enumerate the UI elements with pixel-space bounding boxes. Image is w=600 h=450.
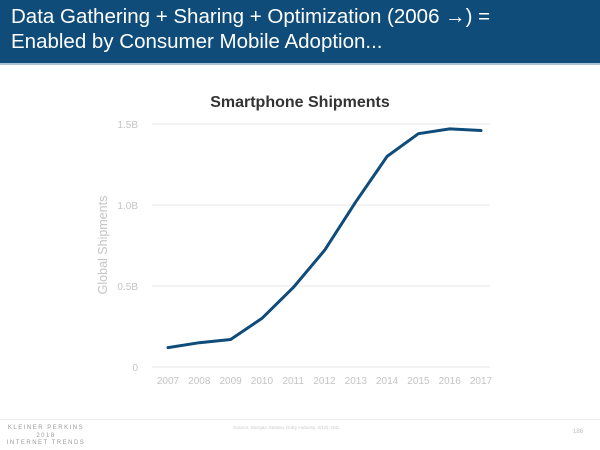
x-tick-label: 2010 (251, 376, 274, 387)
slide-title-line-2: Enabled by Consumer Mobile Adoption... (11, 30, 383, 53)
series-layer (166, 127, 483, 350)
x-tick-label: 2015 (407, 376, 430, 387)
kpcb-logo: KLEINER PERKINS 2018 INTERNET TRENDS (6, 425, 86, 448)
logo-line-2: 2018 (36, 432, 56, 439)
y-tick-label: 0 (132, 363, 138, 374)
logo-line-1: KLEINER PERKINS (7, 425, 85, 431)
x-tick-label: 2013 (345, 376, 368, 387)
x-tick-label: 2011 (282, 376, 304, 387)
series-line-smartphone-shipments (166, 127, 483, 350)
slide-title-line-1: Data Gathering + Sharing + Optimization … (11, 5, 491, 28)
x-tick-labels: 2007 2008 2009 2010 2011 2012 2013 2014 2015 2016… (157, 376, 493, 387)
smartphone-shipments-chart: Smartphone Shipments Global Shipments 00… (96, 94, 493, 387)
logo-line-3: INTERNET TRENDS (6, 440, 86, 446)
footer-divider (0, 419, 600, 420)
x-tick-label: 2008 (188, 376, 211, 387)
x-tick-label: 2016 (439, 376, 462, 387)
source-note: Source: Morgan Stanley (Katy Huberty, 3/… (233, 426, 341, 431)
y-tick-label: 1.5B (117, 120, 138, 131)
page-number: 186 (573, 429, 584, 435)
x-tick-label: 2009 (219, 376, 242, 387)
y-tick-labels: 0 0.5B 1.0B 1.5B (117, 120, 138, 374)
y-tick-label: 0.5B (117, 282, 138, 293)
y-tick-label: 1.0B (117, 201, 138, 212)
x-tick-label: 2014 (376, 376, 399, 387)
gridlines (152, 123, 490, 368)
slide-header: Data Gathering + Sharing + Optimization … (0, 0, 600, 65)
y-axis-label: Global Shipments (96, 196, 110, 295)
x-tick-label: 2012 (313, 376, 336, 387)
chart-title: Smartphone Shipments (210, 94, 390, 111)
x-tick-label: 2017 (470, 376, 493, 387)
x-tick-label: 2007 (157, 376, 180, 387)
